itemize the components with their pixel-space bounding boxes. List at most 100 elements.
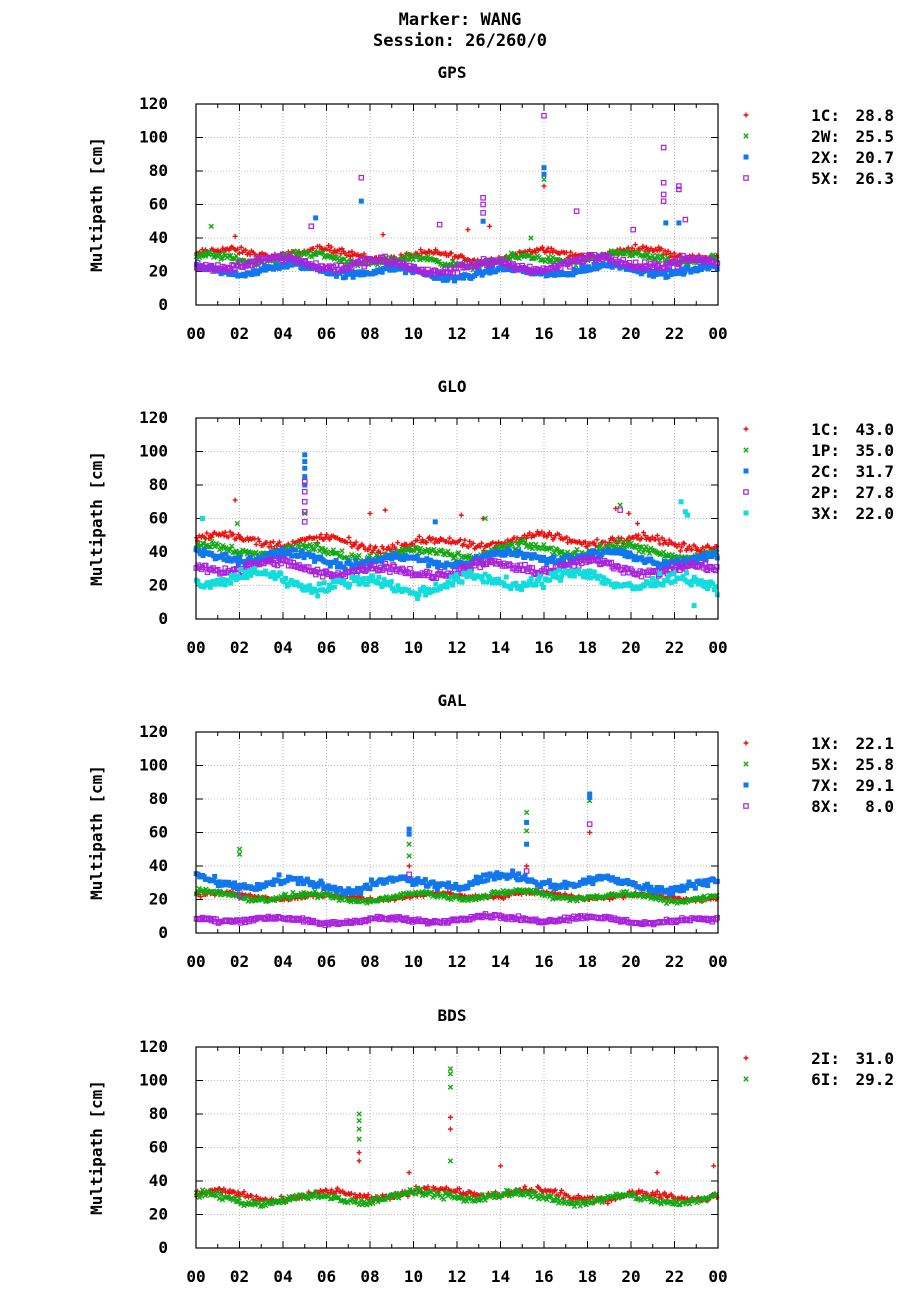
data-point bbox=[424, 257, 430, 263]
data-point bbox=[285, 249, 291, 255]
outlier-point bbox=[523, 868, 530, 874]
outlier-point bbox=[236, 846, 243, 852]
x-tick-label: 20 bbox=[621, 1267, 640, 1286]
outlier-point bbox=[660, 191, 667, 198]
data-point bbox=[629, 253, 636, 259]
data-point bbox=[347, 254, 353, 260]
data-point bbox=[697, 263, 703, 269]
series-points bbox=[193, 791, 720, 929]
data-point bbox=[361, 576, 367, 582]
y-tick-label: 20 bbox=[149, 262, 168, 281]
x-tick-label: 10 bbox=[404, 952, 423, 971]
data-point bbox=[636, 548, 642, 555]
data-point bbox=[410, 270, 416, 276]
data-point bbox=[238, 244, 244, 250]
data-point bbox=[202, 253, 209, 259]
x-tick-label: 00 bbox=[186, 324, 205, 343]
data-point bbox=[238, 566, 244, 572]
legend-value: 25.5 bbox=[855, 127, 894, 146]
data-point bbox=[507, 255, 513, 262]
x-tick-label: 20 bbox=[621, 638, 640, 657]
data-point bbox=[289, 262, 295, 268]
data-point bbox=[671, 571, 677, 577]
legend-label: 7X: bbox=[811, 776, 840, 795]
outlier-point bbox=[406, 826, 412, 832]
outlier-point bbox=[541, 171, 547, 177]
data-point bbox=[516, 871, 522, 877]
outlier-point bbox=[524, 819, 530, 825]
x-tick-label: 12 bbox=[447, 952, 466, 971]
x-tick-label: 04 bbox=[273, 1267, 292, 1286]
legend-label: 2P: bbox=[811, 483, 840, 502]
data-point bbox=[339, 548, 345, 554]
data-point bbox=[388, 579, 394, 585]
y-tick-label: 40 bbox=[149, 1171, 168, 1190]
data-point bbox=[657, 257, 663, 264]
legend-marker bbox=[743, 468, 749, 474]
outlier-point bbox=[660, 144, 667, 151]
y-tick-label: 20 bbox=[149, 576, 168, 595]
data-point bbox=[236, 250, 242, 256]
outlier-point bbox=[308, 223, 315, 230]
x-tick-label: 10 bbox=[404, 324, 423, 343]
data-point bbox=[279, 264, 285, 270]
data-point bbox=[695, 267, 701, 273]
data-point bbox=[344, 252, 350, 258]
data-point bbox=[609, 264, 615, 270]
data-point bbox=[254, 268, 260, 274]
data-point bbox=[276, 265, 282, 271]
data-point bbox=[342, 274, 348, 280]
x-tick-label: 00 bbox=[186, 952, 205, 971]
x-tick-label: 00 bbox=[186, 1267, 205, 1286]
x-tick-label: 22 bbox=[665, 324, 684, 343]
data-point bbox=[585, 264, 591, 270]
data-point bbox=[668, 271, 674, 277]
legend: 1C: 43.01P: 35.02C: 31.72P: 27.83X: 22.0 bbox=[743, 420, 894, 523]
y-tick-label: 80 bbox=[149, 161, 168, 180]
series-points bbox=[193, 112, 721, 284]
data-point bbox=[442, 273, 448, 279]
data-point bbox=[656, 244, 662, 250]
data-point bbox=[243, 247, 249, 253]
y-tick-label: 0 bbox=[158, 1238, 168, 1257]
data-point bbox=[328, 268, 334, 274]
data-point bbox=[714, 555, 720, 561]
data-point bbox=[324, 246, 330, 252]
data-point bbox=[461, 275, 467, 281]
data-point bbox=[544, 248, 550, 254]
y-tick-label: 100 bbox=[139, 128, 168, 147]
data-point bbox=[533, 582, 539, 588]
legend-marker bbox=[743, 803, 749, 809]
data-point bbox=[292, 547, 298, 553]
x-tick-label: 14 bbox=[491, 638, 510, 657]
data-point bbox=[681, 269, 687, 275]
outlier-point bbox=[234, 520, 241, 527]
outlier-point bbox=[406, 831, 412, 837]
outlier-point bbox=[663, 220, 669, 226]
data-point bbox=[270, 882, 276, 888]
data-point bbox=[459, 273, 465, 279]
data-point bbox=[402, 253, 408, 259]
x-tick-label: 06 bbox=[317, 324, 336, 343]
data-point bbox=[326, 242, 332, 248]
data-point bbox=[253, 541, 259, 547]
outlier-point bbox=[358, 198, 364, 204]
data-point bbox=[304, 265, 310, 271]
outlier-point bbox=[678, 499, 684, 505]
data-point bbox=[714, 878, 720, 884]
legend-label: 2W: bbox=[811, 127, 840, 146]
outlier-point bbox=[406, 853, 412, 859]
y-tick-label: 100 bbox=[139, 442, 168, 461]
data-point bbox=[679, 266, 685, 272]
data-point bbox=[563, 249, 569, 255]
data-point bbox=[367, 578, 373, 584]
data-point bbox=[207, 584, 213, 590]
data-point bbox=[538, 257, 545, 263]
data-point bbox=[662, 270, 668, 276]
x-tick-label: 02 bbox=[230, 638, 249, 657]
data-point bbox=[703, 263, 709, 269]
legend-marker bbox=[743, 133, 749, 139]
x-tick-label: 22 bbox=[665, 952, 684, 971]
outlier-point bbox=[301, 488, 308, 495]
